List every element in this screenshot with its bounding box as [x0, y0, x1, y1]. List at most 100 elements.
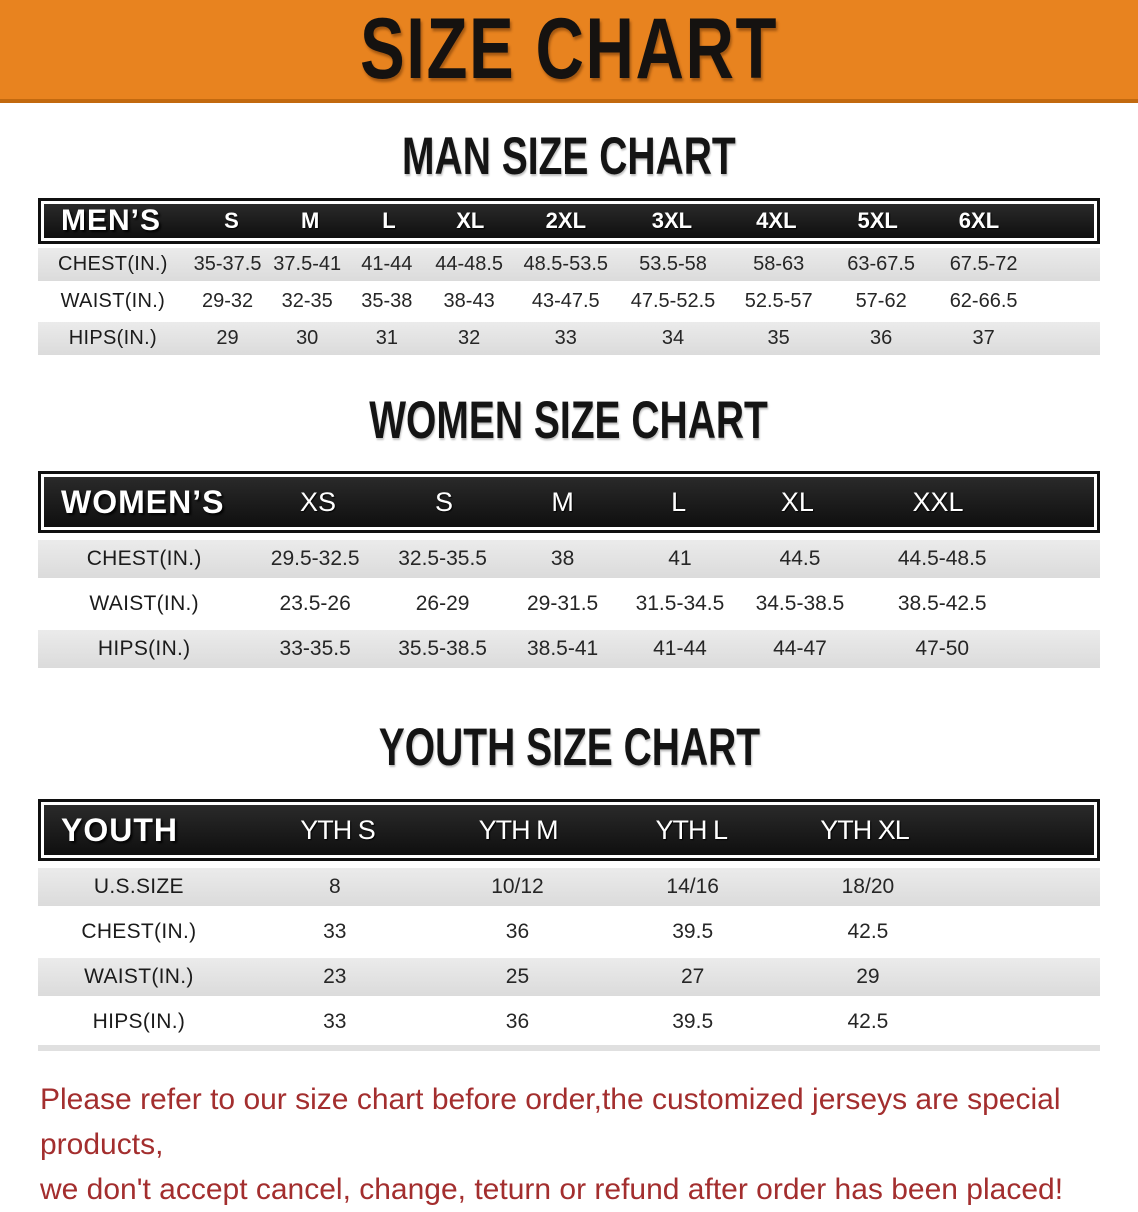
men-size-value-cell: 31: [375, 327, 398, 349]
women-size-value-cell: 47-50: [915, 637, 970, 660]
women-size-value-cell: 41-44: [653, 637, 707, 660]
men-measurement-row: HIPS(IN.) 29 30 31 32 33 34 35 36 37: [38, 322, 1100, 355]
men-size-value-cell: 34: [661, 327, 685, 349]
women-size-column-header: M: [551, 486, 574, 517]
men-row-label: HIPS(IN.): [68, 327, 157, 349]
women-measurement-row: HIPS(IN.) 33-35.5 35.5-38.5 38.5-41 41-44 44-…: [38, 630, 1100, 668]
women-size-column-header: XXL: [912, 486, 964, 517]
women-size-value-cell: 29-31.5: [526, 592, 599, 615]
women-size-value-cell: 41: [668, 547, 692, 570]
women-size-value-cell: 26-29: [415, 592, 470, 615]
women-measurement-row: CHEST(IN.) 29.5-32.5 32.5-35.5 38 41 44.5 44.5…: [38, 540, 1100, 578]
youth-size-value-cell: 33: [323, 1010, 347, 1033]
youth-size-column-header: YTH M: [478, 814, 559, 845]
youth-row-label: WAIST(IN.): [84, 965, 194, 988]
women-size-value-cell: 34.5-38.5: [755, 592, 845, 615]
women-table-header-bar: WOMEN’S XS S M L XL XXL: [44, 477, 1094, 527]
men-size-value-cell: 57-62: [855, 290, 907, 312]
youth-size-value-cell: 36: [505, 1010, 530, 1033]
men-size-value-cell: 67.5-72: [949, 253, 1018, 275]
men-size-column-header: 5XL: [857, 208, 898, 233]
women-size-column-header: XS: [300, 486, 337, 517]
men-table-header-frame: MEN’S S M L XL 2XL 3XL 4XL 5XL 6XL: [38, 198, 1100, 244]
men-size-value-cell: 43-47.5: [531, 290, 600, 312]
youth-size-value-cell: 42.5: [847, 920, 889, 943]
youth-size-column-header: YTH S: [300, 814, 376, 845]
men-row-label: WAIST(IN.): [60, 290, 166, 312]
youth-size-value-cell: 39.5: [672, 1010, 714, 1033]
youth-size-value-cell: 25: [505, 965, 530, 988]
youth-measurement-row: CHEST(IN.) 33 36 39.5 42.5: [38, 913, 1100, 951]
banner: SIZE CHART: [0, 0, 1138, 103]
women-size-value-cell: 38.5-41: [526, 637, 599, 660]
women-row-label: HIPS(IN.): [97, 637, 191, 660]
youth-size-value-cell: 36: [505, 920, 530, 943]
men-size-value-cell: 47.5-52.5: [630, 290, 716, 312]
men-size-value-cell: 62-66.5: [949, 290, 1018, 312]
men-size-value-cell: 58-63: [753, 253, 805, 275]
men-size-value-cell: 41-44: [361, 253, 413, 275]
men-size-value-cell: 38-43: [443, 290, 495, 312]
men-size-value-cell: 30: [296, 327, 319, 349]
youth-section-heading: YOUTH SIZE CHART: [0, 717, 1138, 777]
women-size-value-cell: 44.5: [779, 547, 821, 570]
men-size-column-header: M: [301, 208, 320, 233]
women-size-value-cell: 44.5-48.5: [897, 547, 987, 570]
women-size-column-header: L: [671, 486, 687, 517]
youth-size-value-cell: 27: [681, 965, 705, 988]
women-category-label: WOMEN’S: [61, 483, 225, 520]
women-row-label: CHEST(IN.): [86, 547, 202, 570]
youth-measurement-row: HIPS(IN.) 33 36 39.5 42.5: [38, 1003, 1100, 1041]
men-size-value-cell: 33: [554, 327, 577, 349]
youth-size-chart-section: YOUTH SIZE CHART YOUTH YTH S YTH M YTH L YTH …: [0, 717, 1138, 1051]
women-section-heading: WOMEN SIZE CHART: [0, 394, 1138, 447]
youth-size-column-header: YTH L: [655, 814, 729, 845]
men-size-value-cell: 32: [458, 327, 481, 349]
men-section-heading-text: MAN SIZE CHART: [402, 126, 736, 186]
men-size-value-cell: 37: [972, 327, 995, 349]
women-size-value-cell: 38: [550, 547, 575, 570]
men-size-value-cell: 63-67.5: [847, 253, 916, 275]
youth-size-column-header: YTH XL: [820, 814, 910, 845]
disclaimer: Please refer to our size chart before or…: [40, 1077, 1118, 1212]
youth-size-value-cell: 14/16: [666, 875, 719, 898]
men-size-value-cell: 35: [767, 327, 790, 349]
women-size-column-header: XL: [780, 486, 814, 517]
women-table-header-frame: WOMEN’S XS S M L XL XXL: [38, 471, 1100, 533]
men-size-column-header: 2XL: [545, 208, 587, 233]
women-size-chart-section: WOMEN SIZE CHART WOMEN’S XS S M L XL XXL CHEST(I…: [0, 394, 1138, 668]
men-size-value-cell: 37.5-41: [273, 253, 342, 275]
youth-table-header-frame: YOUTH YTH S YTH M YTH L YTH XL: [38, 799, 1100, 861]
men-size-column-header: 6XL: [958, 208, 1000, 233]
women-size-value-cell: 31.5-34.5: [635, 592, 725, 615]
youth-size-value-cell: 29: [856, 965, 880, 988]
men-size-column-header: L: [382, 208, 396, 233]
youth-size-value-cell: 10/12: [491, 875, 544, 898]
men-row-label: CHEST(IN.): [58, 253, 168, 275]
men-size-value-cell: 48.5-53.5: [523, 253, 609, 275]
men-measurement-row: CHEST(IN.) 35-37.5 37.5-41 41-44 44-48.5 48.5…: [38, 248, 1100, 281]
disclaimer-line-1: Please refer to our size chart before or…: [40, 1083, 1061, 1161]
men-size-chart-section: MAN SIZE CHART MEN’S S M L XL 2XL 3XL 4XL 5XL 6XL C…: [0, 126, 1138, 355]
men-size-value-cell: 53.5-58: [639, 253, 707, 275]
youth-measurement-row: U.S.SIZE 8 10/12 14/16 18/20: [38, 868, 1100, 906]
youth-table-header-bar: YOUTH YTH S YTH M YTH L YTH XL: [44, 805, 1094, 855]
youth-section-heading-text: YOUTH SIZE CHART: [378, 717, 760, 777]
banner-title: SIZE CHART: [359, 1, 779, 97]
women-size-table: WOMEN’S XS S M L XL XXL CHEST(IN.) 29.5-32.5 32.5…: [38, 471, 1100, 668]
youth-size-table: YOUTH YTH S YTH M YTH L YTH XL U.S.SIZE 8 10/12…: [38, 799, 1100, 1051]
women-size-value-cell: 35.5-38.5: [398, 637, 487, 660]
men-size-value-cell: 36: [870, 327, 893, 349]
women-measurement-row: WAIST(IN.) 23.5-26 26-29 29-31.5 31.5-34.5 34…: [38, 585, 1100, 623]
women-size-value-cell: 38.5-42.5: [897, 592, 987, 615]
women-size-value-cell: 44-47: [773, 637, 827, 660]
men-size-value-cell: 52.5-57: [744, 290, 813, 312]
men-size-column-header: S: [224, 208, 239, 233]
women-row-label: WAIST(IN.): [89, 592, 199, 615]
men-size-value-cell: 32-35: [281, 290, 333, 312]
youth-row-label: U.S.SIZE: [93, 875, 184, 898]
women-size-value-cell: 29.5-32.5: [270, 547, 360, 570]
youth-size-value-cell: 33: [323, 920, 347, 943]
youth-measurement-row: WAIST(IN.) 23 25 27 29: [38, 958, 1100, 996]
youth-size-value-cell: 42.5: [847, 1010, 889, 1033]
